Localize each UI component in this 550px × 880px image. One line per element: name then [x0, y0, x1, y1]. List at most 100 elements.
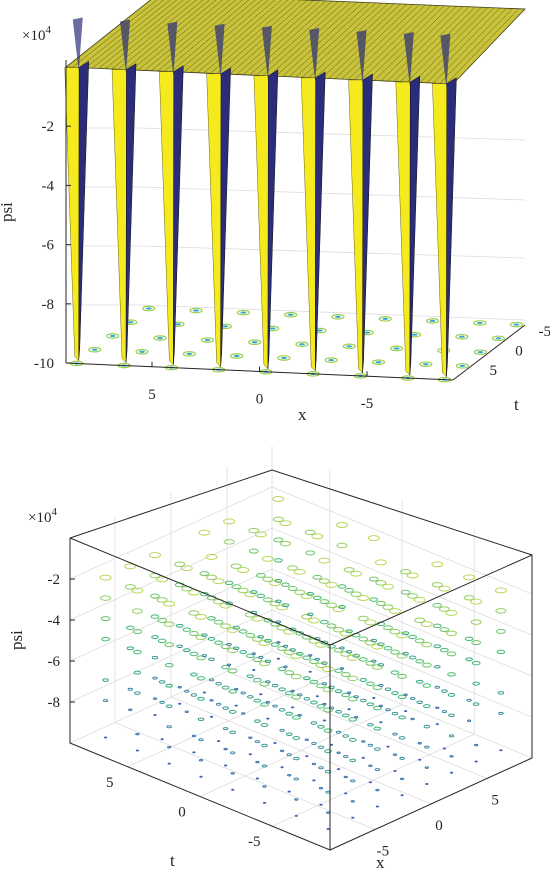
contour-ring [178, 702, 182, 705]
contour-ring [398, 715, 406, 720]
contour-ring [266, 717, 270, 720]
contour-ring [495, 608, 507, 614]
contour-ring [345, 629, 353, 634]
floor-contour-dot [473, 320, 487, 326]
floor-contour-dot [419, 361, 433, 368]
contour-ring [320, 619, 329, 625]
contour-ring [322, 719, 326, 722]
surface-notch [214, 23, 225, 78]
top-x-tick-label: 5 [148, 387, 156, 403]
contour-ring [494, 587, 507, 594]
floor-contour-dot [371, 359, 386, 365]
contour-ring [201, 654, 208, 658]
contour-ring [343, 755, 349, 758]
contour-ring [440, 647, 449, 653]
contour-ring [251, 636, 263, 642]
contour-ring [241, 712, 246, 715]
surface-spike-shadow [315, 71, 326, 371]
floor-contour-dot [189, 307, 203, 314]
contour-ring [369, 597, 379, 602]
contour-ring [275, 599, 282, 604]
contour-ring [215, 681, 222, 686]
surface-mesh-line [65, 0, 151, 68]
floor-contour-core [145, 307, 152, 310]
contour-ring [342, 734, 349, 738]
contour-ring [264, 659, 272, 664]
contour-ring [350, 591, 362, 597]
contour-ring [350, 570, 363, 577]
floor-contour-dot [248, 339, 262, 346]
floor-contour-core [251, 341, 258, 344]
contour-ring [259, 693, 263, 696]
contour-ring [323, 707, 334, 713]
contour-ring [102, 678, 109, 682]
contour-ring [340, 672, 351, 677]
contour-ring [322, 666, 335, 673]
contour-ring [246, 674, 255, 679]
contour-ring [465, 657, 473, 662]
contour-ring [196, 676, 206, 681]
floor-contour-core [429, 319, 436, 323]
contour-ring [262, 785, 267, 788]
contour-ring [372, 685, 383, 691]
contour-ring [309, 659, 319, 664]
contour-ring [99, 574, 112, 581]
contour-ring [262, 801, 267, 804]
contour-ring [466, 698, 472, 702]
contour-ring [208, 657, 215, 662]
contour-ring [435, 723, 439, 726]
bottom-z-label: psi [7, 630, 26, 650]
contour-ring [281, 582, 290, 587]
contour-ring [408, 634, 417, 640]
contour-ring [398, 736, 406, 740]
contour-ring [157, 638, 167, 644]
top-t-ticks: -5 0 5 [490, 324, 550, 379]
contour-ring [415, 679, 424, 684]
contour-ring [209, 699, 214, 702]
surface-mesh-line [216, 0, 302, 74]
contour-ring [238, 629, 248, 634]
contour-ring [309, 679, 319, 685]
contour-ring [446, 630, 457, 637]
contour-ring [254, 740, 261, 744]
contour-ring [156, 576, 169, 583]
contour-ring [184, 710, 189, 713]
contour-ring [400, 589, 411, 595]
contour-ring [183, 648, 191, 653]
surface-mesh-line [105, 0, 191, 69]
bottom-x-label: x [376, 853, 385, 872]
contour-ring [311, 533, 324, 540]
contour-ring [435, 706, 440, 710]
contour-ring [275, 620, 282, 624]
contour-ring [255, 572, 266, 578]
contour-ring [434, 685, 440, 689]
contour-ring [259, 660, 270, 667]
contour-ring [199, 775, 203, 778]
contour-ring [374, 768, 381, 772]
contour-ring [277, 645, 288, 651]
contour-ring [264, 638, 272, 643]
contour-ring [284, 670, 295, 676]
contour-ring [377, 642, 385, 647]
floor-contour-core [459, 364, 466, 367]
contour-ring [326, 602, 337, 609]
contour-ring [344, 792, 348, 795]
floor-contour-core [157, 336, 164, 340]
contour-ring [431, 582, 443, 588]
contour-ring [234, 704, 238, 707]
contour-ring [100, 595, 112, 601]
floor-contour-core [364, 331, 371, 334]
top-t-label: t [514, 395, 519, 414]
contour-ring [358, 636, 369, 642]
contour-ring [423, 724, 431, 729]
floor-contour-dot [473, 349, 487, 355]
contour-ring [371, 664, 383, 670]
contour-ring [341, 713, 350, 718]
contour-ring [133, 670, 142, 675]
surface-mesh-line [229, 0, 314, 75]
surface-mesh-line [354, 5, 432, 80]
surface-spike-shadow [220, 67, 231, 367]
contour-ring [261, 764, 268, 768]
contour-ring [271, 683, 279, 688]
contour-ring [212, 578, 225, 585]
